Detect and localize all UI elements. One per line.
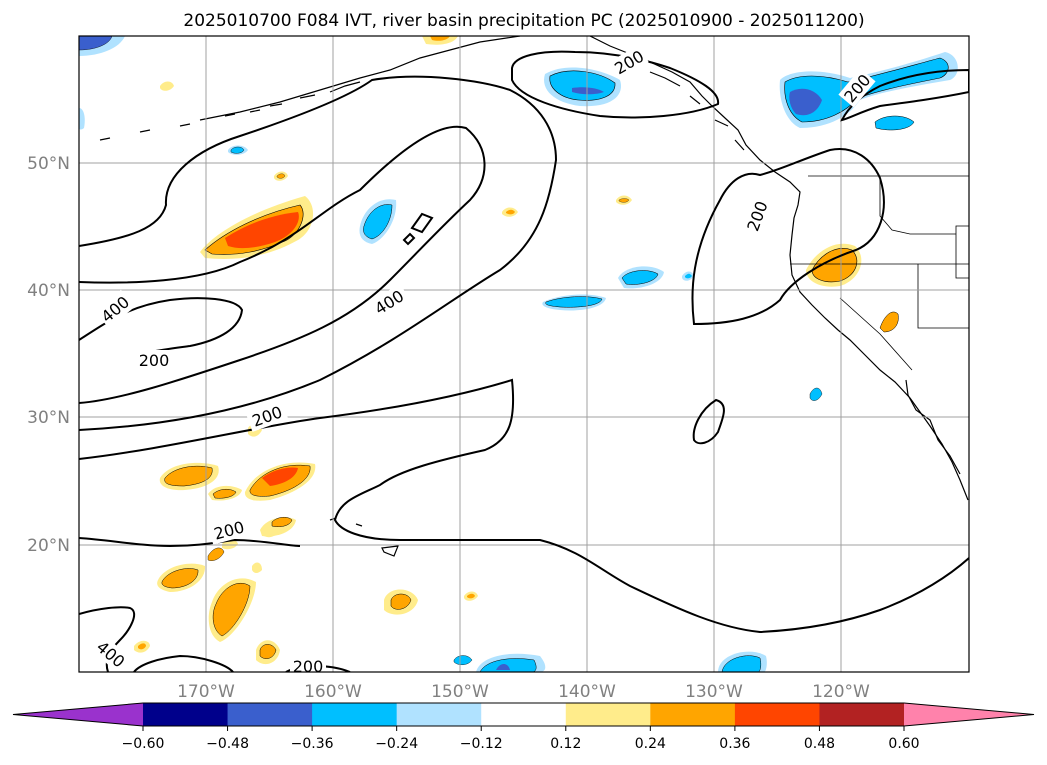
- colorbar-tick-label: 0.48: [804, 736, 835, 752]
- colorbar-tick-label: 0.60: [888, 736, 919, 752]
- pc-blob: [544, 67, 622, 107]
- pc-blob: [384, 589, 418, 615]
- colorbar-segment: [565, 703, 651, 726]
- chart-title: 2025010700 F084 IVT, river basin precipi…: [183, 11, 864, 31]
- pc-blob: [160, 36, 632, 601]
- colorbar-tick-label: −0.12: [460, 736, 503, 752]
- y-tick-label: 30°N: [27, 408, 70, 428]
- pc-blob: [806, 243, 899, 333]
- pc-blob: [256, 640, 280, 665]
- pc-blob: [208, 578, 256, 642]
- pc-blob: [476, 653, 546, 672]
- colorbar-segment: [481, 703, 567, 726]
- pc-blob: [359, 199, 397, 244]
- colorbar-tick-label: 0.12: [550, 736, 581, 752]
- pc-blob: [208, 485, 242, 501]
- x-tick-label: 160°W: [304, 682, 362, 702]
- x-tick-label: 170°W: [177, 682, 235, 702]
- map-background: [79, 36, 969, 672]
- x-tick-label: 140°W: [558, 682, 616, 702]
- colorbar-tick-label: −0.36: [291, 736, 334, 752]
- colorbar-tick-label: −0.60: [122, 736, 165, 752]
- colorbar-segment: [312, 703, 398, 726]
- x-axis-labels: 170°W 160°W 150°W 140°W 130°W 120°W: [177, 682, 870, 702]
- y-tick-label: 50°N: [27, 154, 70, 174]
- political-borders: [790, 175, 969, 371]
- pc-blob: [618, 266, 664, 289]
- precipitation-pc-field: [79, 36, 958, 672]
- contour-label: 200: [293, 657, 324, 676]
- y-axis-labels: 20°N 30°N 40°N 50°N: [27, 154, 70, 556]
- colorbar-segment: [819, 703, 905, 726]
- colorbar-tick-label: −0.48: [206, 736, 249, 752]
- pc-blob: [244, 462, 316, 501]
- colorbar-segment: [143, 703, 229, 726]
- map-frame: [78, 35, 970, 673]
- colorbar-tick-label: −0.24: [375, 736, 418, 752]
- ivt-contours: [79, 50, 969, 672]
- colorbar-segment: [734, 703, 820, 726]
- colorbar-segment: [227, 703, 313, 726]
- colorbar-segment: [650, 703, 736, 726]
- colorbar-tick-label: 0.24: [635, 736, 666, 752]
- contour-label: 200: [139, 351, 170, 370]
- pc-blob: [157, 563, 206, 592]
- colorbar-extend-min: [13, 703, 143, 726]
- colorbar: −0.60 −0.48 −0.36 −0.24 −0.12 0.12 0.24 0.36 0.4…: [12, 702, 1035, 752]
- x-tick-label: 120°W: [812, 682, 870, 702]
- grid-lines: [79, 36, 969, 672]
- pc-blob: [79, 36, 823, 665]
- colorbar-tick-label: 0.36: [719, 736, 750, 752]
- x-tick-label: 130°W: [685, 682, 743, 702]
- y-tick-label: 20°N: [27, 536, 70, 556]
- colorbar-segment: [396, 703, 482, 726]
- pc-blob: [718, 651, 767, 672]
- pc-blob: [200, 196, 314, 259]
- x-tick-label: 150°W: [431, 682, 489, 702]
- colorbar-extend-max: [904, 703, 1034, 726]
- y-tick-label: 40°N: [27, 281, 70, 301]
